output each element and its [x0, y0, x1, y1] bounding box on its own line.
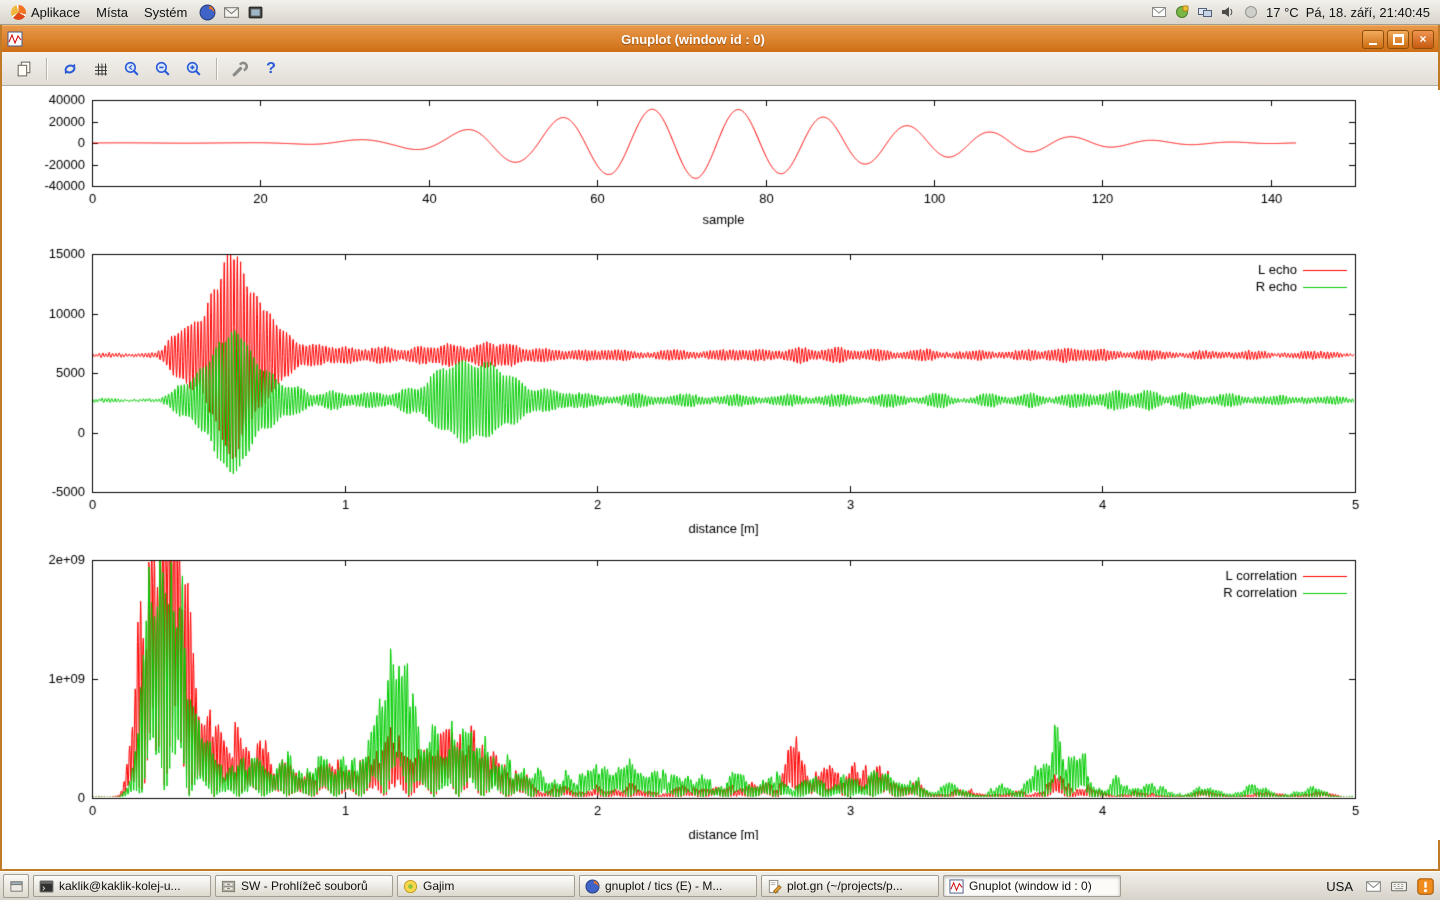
help-icon: ?	[266, 59, 276, 77]
firefox-icon	[199, 4, 216, 20]
close-button[interactable]: ×	[1412, 29, 1434, 49]
window-list-button[interactable]	[3, 874, 29, 898]
zoom-previous-button[interactable]	[118, 55, 146, 83]
task-text-editor[interactable]: plot.gn (~/projects/p...	[761, 875, 939, 897]
window-list-icon	[9, 880, 23, 892]
firefox-icon	[585, 878, 600, 894]
task-label: plot.gn (~/projects/p...	[787, 879, 903, 893]
weather-icon[interactable]	[1243, 4, 1259, 20]
mail-launcher-icon	[223, 6, 239, 18]
zoom-previous-icon	[124, 61, 139, 76]
minimize-button[interactable]	[1362, 29, 1384, 49]
copy-icon	[17, 61, 31, 76]
task-label: Gajim	[423, 879, 455, 893]
zoom-out-icon	[155, 61, 170, 76]
zoom-in-icon	[186, 61, 201, 76]
text-editor-icon	[768, 879, 782, 894]
window-menu-button[interactable]	[6, 30, 24, 48]
gnuplot-icon	[7, 31, 23, 47]
task-label: Gnuplot (window id : 0)	[969, 879, 1092, 893]
plot-correlation-canvas[interactable]	[2, 540, 1440, 840]
places-menu-label: Místa	[96, 4, 128, 20]
toolbar: ?	[2, 52, 1438, 86]
plot-echo-canvas[interactable]	[2, 240, 1440, 540]
task-terminal[interactable]: kaklik@kaklik-kolej-u...	[33, 875, 211, 897]
refresh-icon	[64, 63, 76, 74]
window-buttons: ×	[1362, 29, 1434, 49]
wrench-icon	[232, 61, 248, 76]
close-icon: ×	[1419, 32, 1427, 46]
clock-label[interactable]: Pá, 18. září, 21:40:45	[1305, 4, 1430, 20]
screenshot-launcher-icon	[248, 6, 263, 18]
screenshot-launcher[interactable]	[244, 1, 266, 23]
task-firefox[interactable]: gnuplot / tics (E) - M...	[579, 875, 757, 897]
terminal-icon	[39, 879, 54, 893]
network-icon[interactable]	[1197, 4, 1213, 20]
keyboard-icon[interactable]	[1390, 878, 1408, 895]
places-menu[interactable]: Místa	[89, 3, 135, 22]
task-label: SW - Prohlížeč souborů	[241, 879, 368, 893]
copy-to-clipboard-button[interactable]	[10, 55, 38, 83]
window-title: Gnuplot (window id : 0)	[621, 31, 765, 47]
im-status-icon[interactable]	[1174, 4, 1190, 20]
minimize-icon	[1369, 42, 1377, 45]
plot-signal-canvas[interactable]	[2, 90, 1440, 240]
help-button[interactable]: ?	[257, 55, 285, 83]
maximize-button[interactable]	[1387, 29, 1409, 49]
system-menu[interactable]: Systém	[137, 3, 194, 22]
update-notifier-icon[interactable]	[1416, 877, 1435, 896]
zoom-in-button[interactable]	[180, 55, 208, 83]
system-menu-label: Systém	[143, 4, 188, 20]
gnuplot-window: Gnuplot (window id : 0) ×	[0, 25, 1440, 871]
task-label: gnuplot / tics (E) - M...	[605, 879, 723, 893]
zoom-out-button[interactable]	[149, 55, 177, 83]
taskbar-right: USA	[1322, 877, 1437, 896]
ubuntu-logo-icon	[11, 4, 26, 20]
file-manager-icon	[221, 880, 236, 892]
mail-launcher[interactable]	[220, 1, 242, 23]
mail-notification-icon[interactable]	[1365, 878, 1382, 895]
keyboard-layout-indicator[interactable]: USA	[1326, 878, 1353, 894]
task-label: kaklik@kaklik-kolej-u...	[59, 879, 181, 893]
toolbar-separator	[216, 57, 218, 80]
system-tray: 17 °C Pá, 18. září, 21:40:45	[1151, 4, 1436, 20]
grid-icon	[95, 63, 107, 75]
gajim-icon	[403, 879, 418, 893]
titlebar[interactable]: Gnuplot (window id : 0) ×	[2, 25, 1438, 52]
firefox-launcher[interactable]	[196, 1, 218, 23]
taskbar: kaklik@kaklik-kolej-u... SW - Prohlížeč …	[0, 871, 1440, 900]
replot-button[interactable]	[56, 55, 84, 83]
volume-icon[interactable]	[1220, 4, 1236, 20]
mail-icon[interactable]	[1151, 4, 1167, 20]
top-panel: Aplikace Místa Systém	[0, 0, 1440, 25]
toolbar-separator	[46, 57, 48, 80]
applications-menu-label: Aplikace	[31, 4, 81, 20]
settings-button[interactable]	[226, 55, 254, 83]
temperature-label[interactable]: 17 °C	[1266, 4, 1299, 20]
plot-area	[2, 86, 1440, 869]
gnuplot-icon	[949, 878, 964, 894]
maximize-icon	[1392, 33, 1404, 45]
task-file-manager[interactable]: SW - Prohlížeč souborů	[215, 875, 393, 897]
task-gnuplot[interactable]: Gnuplot (window id : 0)	[943, 875, 1121, 897]
toggle-grid-button[interactable]	[87, 55, 115, 83]
applications-menu[interactable]: Aplikace	[4, 3, 87, 22]
task-gajim[interactable]: Gajim	[397, 875, 575, 897]
